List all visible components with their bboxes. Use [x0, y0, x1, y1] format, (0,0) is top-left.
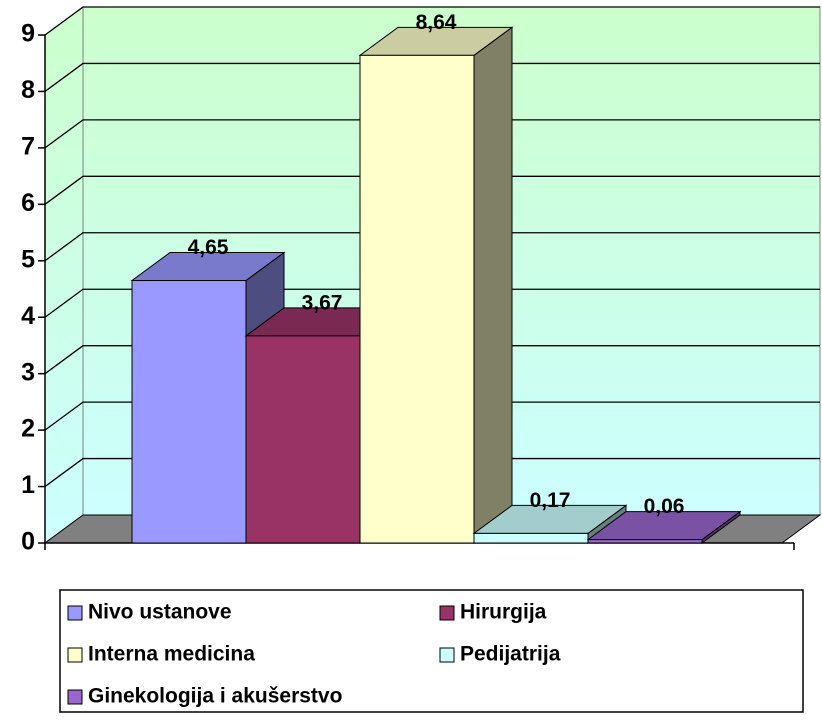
legend-label: Pedijatrija [460, 643, 561, 666]
value-label: 0,17 [530, 489, 571, 512]
legend-swatch [67, 647, 83, 663]
legend-swatch [439, 647, 455, 663]
grid-line [44, 457, 820, 488]
y-tick-label: 8 [21, 76, 35, 104]
bar-side [473, 26, 513, 544]
value-label: 8,64 [416, 11, 457, 34]
bar [131, 280, 247, 544]
legend-label: Nivo ustanove [88, 601, 232, 624]
value-label: 3,67 [302, 291, 343, 314]
legend-swatch [439, 605, 455, 621]
grid-line [44, 232, 820, 262]
y-tick-label: 0 [21, 528, 35, 556]
legend-swatch [67, 605, 83, 621]
y-tick-label: 2 [21, 415, 35, 443]
legend-label: Interna medicina [88, 643, 255, 666]
y-tick-label: 6 [21, 189, 35, 217]
grid-line [44, 401, 820, 431]
bar [587, 539, 703, 544]
legend-label: Hirurgija [460, 601, 547, 624]
legend-label: Ginekologija i akušerstvo [88, 685, 342, 708]
grid-line [44, 175, 820, 205]
grid-line [44, 6, 820, 36]
grid-line [44, 62, 820, 92]
y-tick-label: 4 [21, 302, 35, 330]
bar [359, 54, 475, 544]
bar [473, 532, 589, 544]
y-tick-label: 5 [21, 245, 35, 273]
legend-swatch [67, 689, 83, 705]
grid-line [44, 345, 820, 375]
y-tick-label: 1 [21, 471, 35, 499]
value-label: 4,65 [188, 236, 229, 259]
bar [245, 335, 361, 544]
y-tick-label: 9 [21, 20, 35, 48]
value-label: 0,06 [644, 495, 685, 518]
y-tick-label: 3 [21, 358, 35, 386]
y-tick-label: 7 [21, 132, 35, 160]
grid-line [44, 119, 820, 149]
legend-box [59, 589, 804, 713]
grid-line [44, 288, 820, 318]
